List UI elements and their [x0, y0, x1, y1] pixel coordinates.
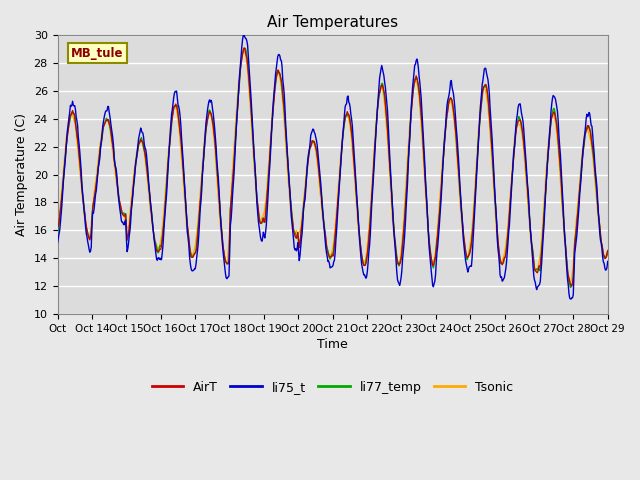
li77_temp [241, 46, 248, 51]
li75_t [604, 259, 612, 264]
li77_temp [268, 123, 276, 129]
AirT [240, 45, 248, 51]
li75_t [567, 296, 575, 302]
Line: li75_t: li75_t [58, 35, 608, 299]
li75_t [390, 229, 398, 235]
li75_t [247, 97, 255, 103]
Legend: AirT, li75_t, li77_temp, Tsonic: AirT, li75_t, li77_temp, Tsonic [147, 376, 518, 399]
li77_temp [54, 228, 61, 234]
li77_temp [421, 167, 429, 172]
AirT [568, 283, 575, 289]
Line: AirT: AirT [58, 48, 608, 286]
li75_t [220, 251, 227, 256]
Tsonic [118, 210, 126, 216]
AirT [421, 171, 429, 177]
li77_temp [118, 211, 126, 216]
li77_temp [566, 285, 574, 290]
li77_temp [604, 250, 612, 255]
Tsonic [390, 233, 398, 239]
li77_temp [220, 245, 227, 251]
li75_t [268, 121, 276, 127]
li75_t [240, 32, 248, 38]
li77_temp [247, 108, 255, 114]
Tsonic [220, 246, 227, 252]
Tsonic [566, 280, 573, 286]
li77_temp [390, 227, 398, 233]
Line: li77_temp: li77_temp [58, 48, 608, 288]
AirT [220, 244, 227, 250]
AirT [247, 107, 255, 113]
Text: MB_tule: MB_tule [71, 47, 124, 60]
li75_t [54, 240, 61, 245]
Title: Air Temperatures: Air Temperatures [267, 15, 398, 30]
X-axis label: Time: Time [317, 338, 348, 351]
AirT [390, 227, 398, 232]
Tsonic [241, 48, 248, 54]
AirT [118, 210, 126, 216]
li75_t [421, 160, 429, 166]
Tsonic [247, 118, 255, 124]
li75_t [118, 219, 126, 225]
Tsonic [421, 179, 429, 185]
Line: Tsonic: Tsonic [58, 51, 608, 283]
AirT [604, 248, 612, 253]
Y-axis label: Air Temperature (C): Air Temperature (C) [15, 113, 28, 236]
Tsonic [54, 218, 61, 224]
AirT [54, 224, 61, 229]
Tsonic [268, 113, 276, 119]
AirT [268, 121, 276, 127]
Tsonic [604, 249, 612, 254]
